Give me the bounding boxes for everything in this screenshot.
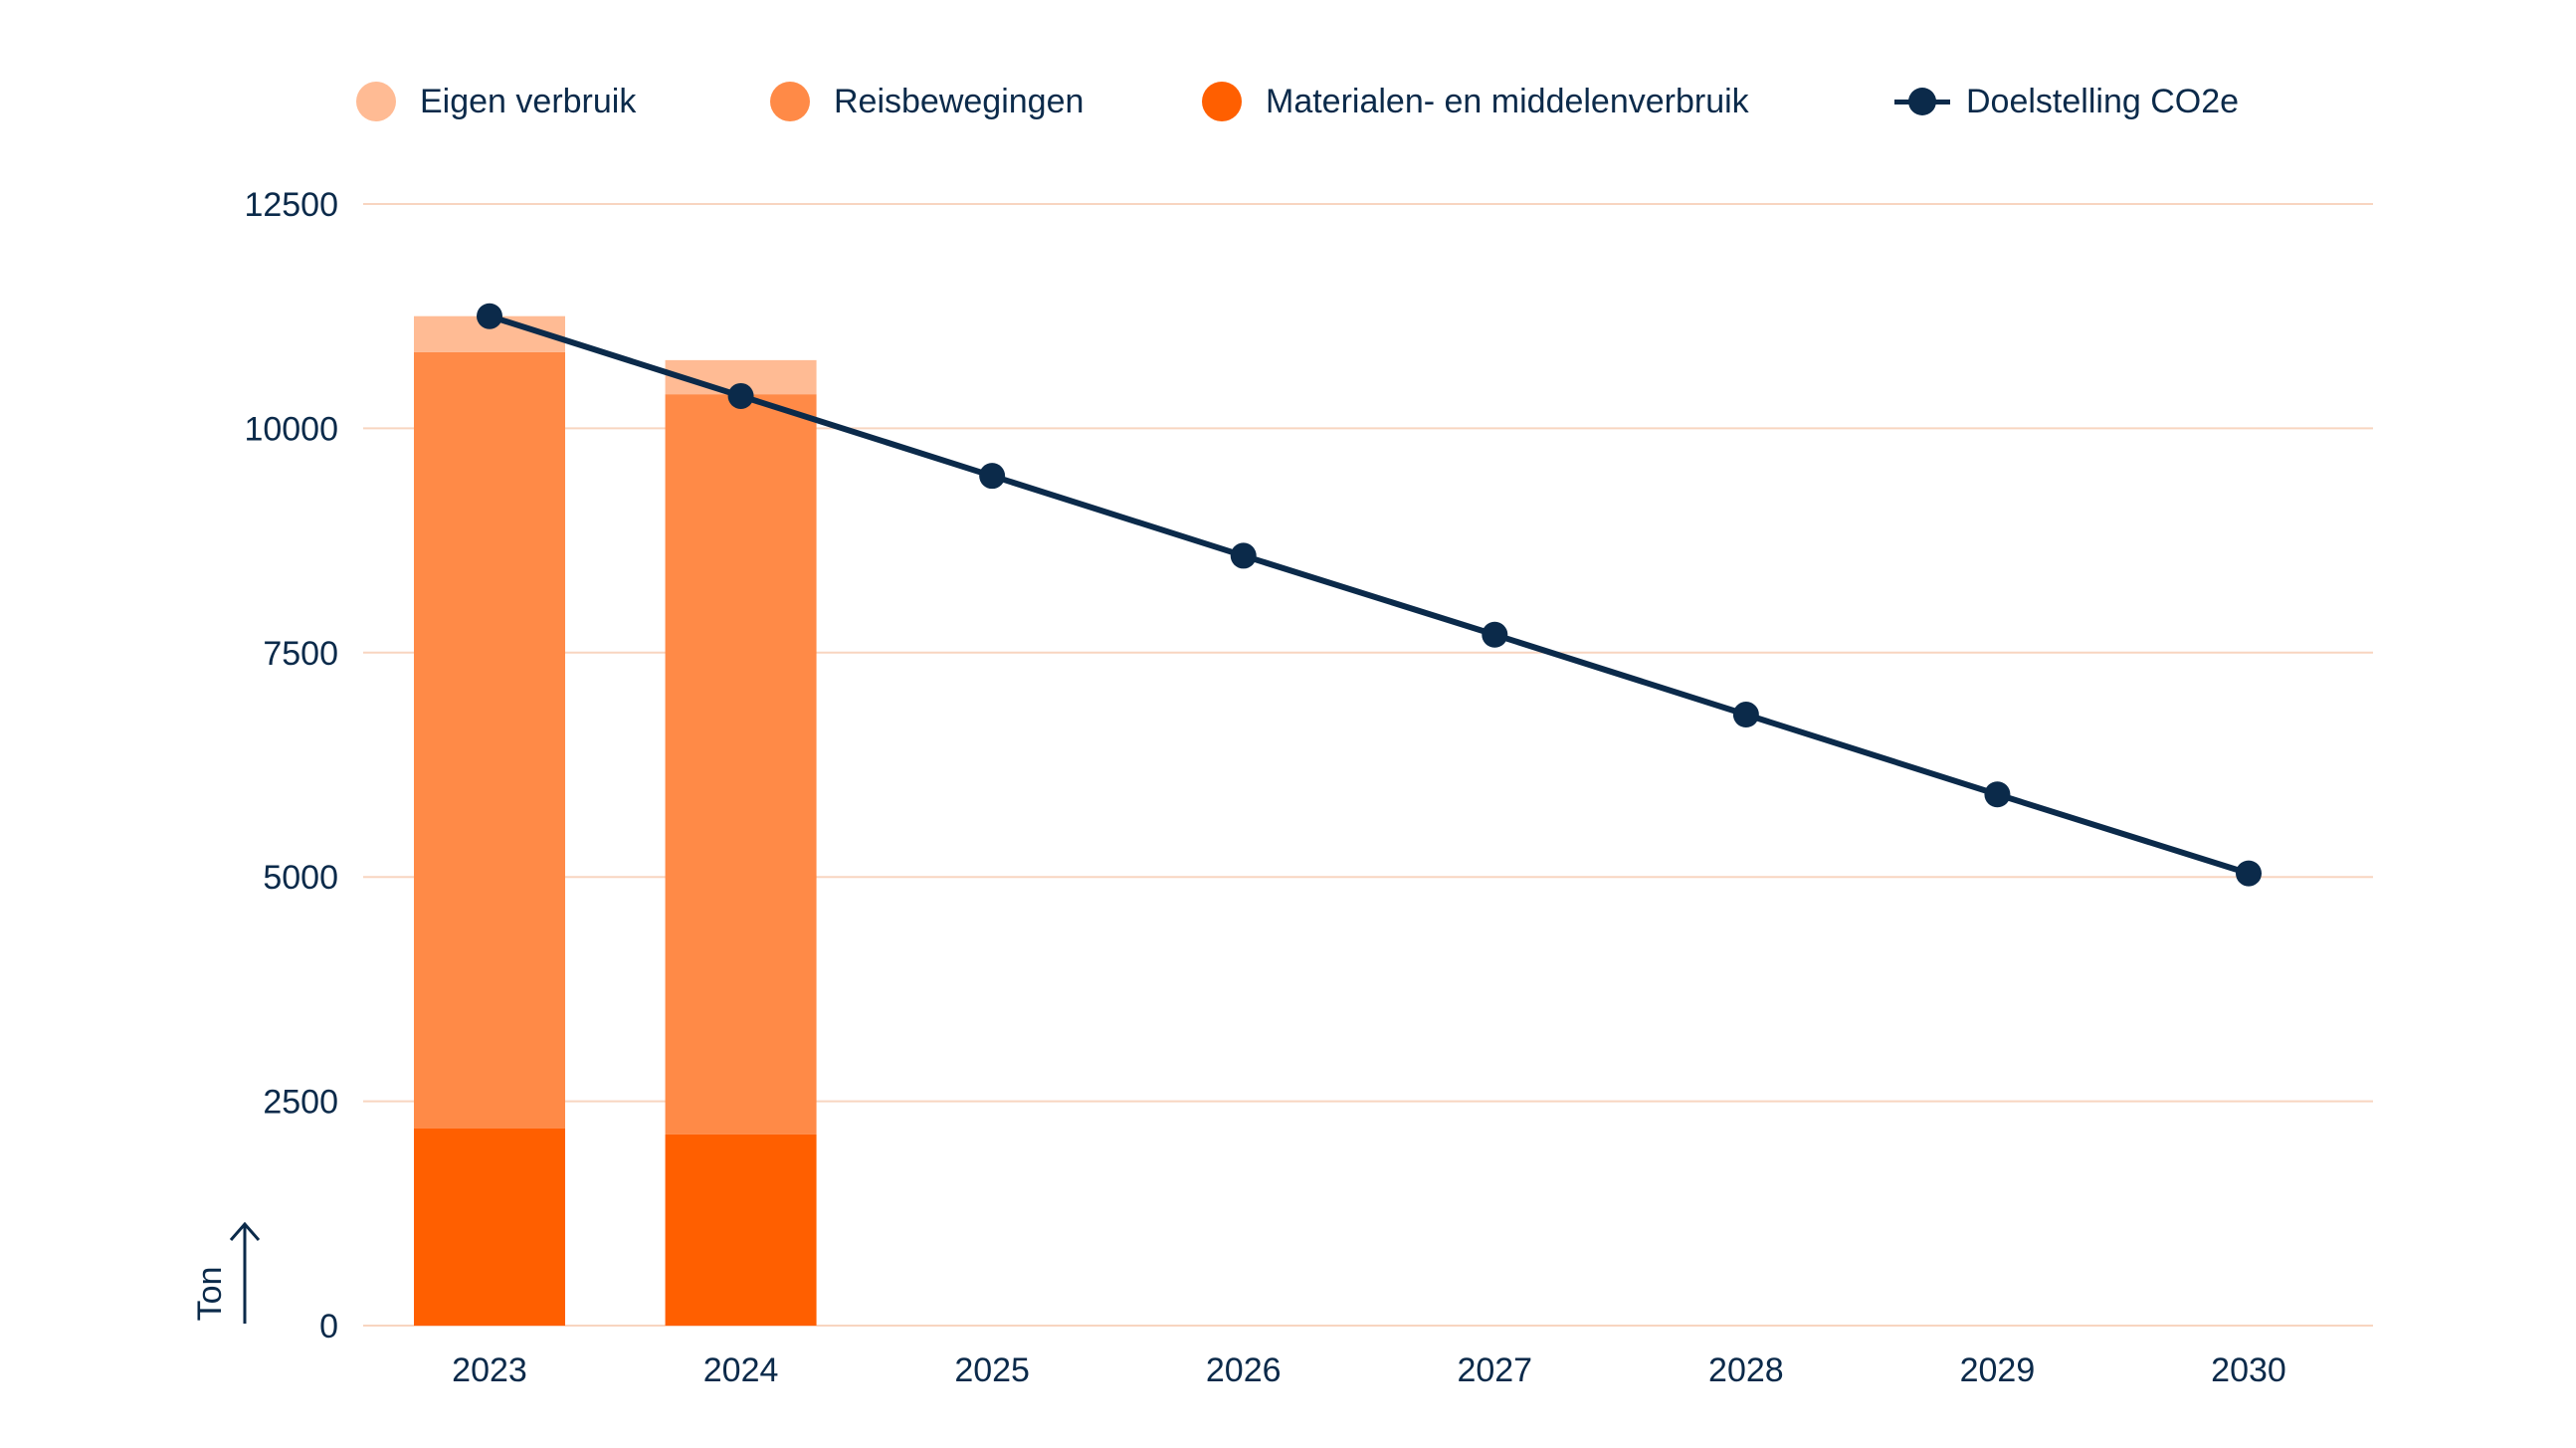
data-point[interactable] xyxy=(727,382,754,409)
y-axis-label: Ton xyxy=(191,1267,229,1322)
x-tick-label: 2026 xyxy=(1206,1351,1282,1389)
series-line xyxy=(489,312,2250,877)
y-tick-label: 2500 xyxy=(263,1084,338,1122)
x-tick-label: 2023 xyxy=(452,1351,527,1389)
y-axis-ticks: 0 2500 5000 7500 10000 12500 xyxy=(244,186,338,1345)
legend: Eigen verbruik Reisbewegingen Materialen… xyxy=(0,0,2576,159)
y-axis-label-group: Ton xyxy=(191,1221,261,1324)
bars xyxy=(414,315,817,1326)
bar-segment[interactable] xyxy=(414,351,565,1129)
data-point[interactable] xyxy=(1732,702,1759,728)
data-point[interactable] xyxy=(1230,542,1257,569)
legend-swatch-materialen xyxy=(1202,82,1242,121)
data-point[interactable] xyxy=(979,463,1006,490)
legend-label-materialen: Materialen- en middelenverbruik xyxy=(1266,82,1749,120)
x-tick-label: 2027 xyxy=(1457,1351,1532,1389)
x-axis-ticks: 2023 2024 2025 2026 2027 2028 2029 2030 xyxy=(452,1351,2286,1389)
y-tick-label: 0 xyxy=(319,1308,338,1345)
y-tick-label: 10000 xyxy=(244,410,338,448)
bar-segment[interactable] xyxy=(665,394,817,1135)
y-tick-label: 5000 xyxy=(263,859,338,897)
data-point[interactable] xyxy=(477,303,502,329)
x-tick-label: 2030 xyxy=(2211,1351,2286,1389)
legend-swatch-eigen-verbruik xyxy=(356,82,396,121)
bar-segment[interactable] xyxy=(665,1134,817,1326)
legend-item-doelstelling[interactable]: Doelstelling CO2e xyxy=(1894,82,2239,121)
x-tick-label: 2028 xyxy=(1708,1351,1784,1389)
y-tick-label: 12500 xyxy=(244,186,338,224)
legend-item-reisbewegingen[interactable]: Reisbewegingen xyxy=(770,82,1084,121)
legend-swatch-reisbewegingen xyxy=(770,82,810,121)
legend-label-reisbewegingen: Reisbewegingen xyxy=(834,82,1085,120)
x-tick-label: 2029 xyxy=(1960,1351,2036,1389)
legend-item-eigen-verbruik[interactable]: Eigen verbruik xyxy=(356,82,636,121)
data-point[interactable] xyxy=(2236,860,2262,887)
legend-swatch-doelstelling xyxy=(1894,82,1950,121)
legend-item-materialen[interactable]: Materialen- en middelenverbruik xyxy=(1202,82,1749,121)
data-point[interactable] xyxy=(1984,781,2011,808)
legend-label-doelstelling: Doelstelling CO2e xyxy=(1966,82,2240,120)
y-axis-arrow-head xyxy=(229,1221,261,1241)
y-tick-label: 7500 xyxy=(263,635,338,673)
target-line xyxy=(477,303,2262,887)
x-tick-label: 2024 xyxy=(703,1351,779,1389)
x-tick-label: 2025 xyxy=(954,1351,1030,1389)
bar-segment[interactable] xyxy=(414,1128,565,1326)
data-point[interactable] xyxy=(1482,621,1508,648)
legend-label-eigen-verbruik: Eigen verbruik xyxy=(420,82,637,120)
